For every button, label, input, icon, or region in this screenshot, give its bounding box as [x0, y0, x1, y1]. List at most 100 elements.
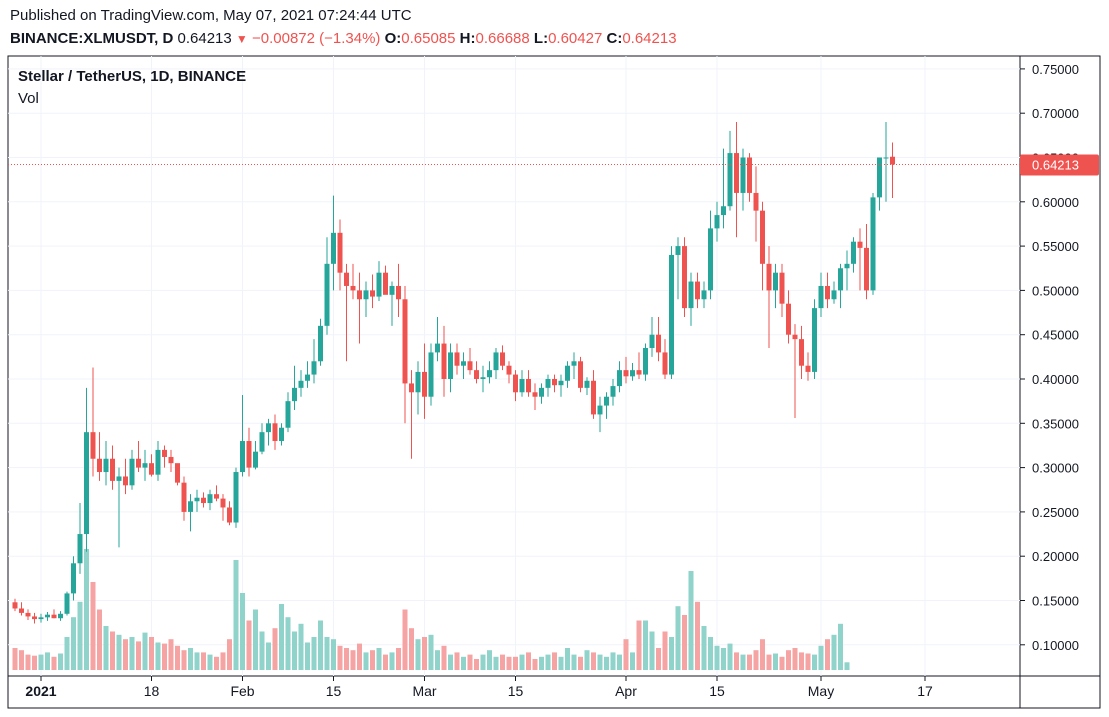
candle-body — [656, 334, 661, 353]
volume-bar — [207, 654, 213, 670]
volume-bar — [155, 642, 161, 670]
candle-body — [402, 299, 408, 384]
candle-body — [623, 370, 629, 377]
candle-body — [344, 272, 349, 286]
volume-bar — [435, 650, 440, 670]
volume-bar — [389, 652, 395, 670]
candle-body — [740, 157, 746, 193]
x-tick-label: 15 — [326, 683, 342, 699]
volume-bar — [116, 634, 122, 670]
chart-frame — [7, 55, 1101, 709]
y-tick-label: 0.45000 — [1032, 328, 1079, 343]
candle-body — [370, 290, 375, 297]
volume-bar — [773, 653, 778, 670]
candle-body — [825, 285, 830, 300]
volume-bar — [305, 642, 310, 670]
volume-bar — [298, 623, 304, 670]
candle-body — [350, 285, 356, 291]
volume-bar — [45, 652, 50, 670]
candle-body — [467, 361, 473, 371]
volume-bar — [441, 645, 447, 670]
volume-bar — [597, 654, 603, 670]
candle-body — [519, 379, 525, 393]
candle-body — [246, 441, 252, 468]
volume-bar — [240, 593, 245, 670]
candle-body — [45, 614, 50, 618]
volume-bar — [519, 654, 525, 670]
candle-body — [201, 497, 206, 504]
volume-bar — [194, 652, 200, 670]
volume-bar — [142, 632, 148, 670]
volume-bar — [584, 650, 590, 670]
volume-bar — [682, 615, 687, 670]
volume-bar — [474, 659, 479, 670]
candle-body — [259, 432, 265, 452]
volume-bar — [350, 650, 356, 670]
volume-bar — [818, 645, 824, 670]
candle-body — [682, 246, 687, 309]
volume-bar — [506, 656, 512, 670]
candle-body — [487, 370, 492, 378]
candle-body — [558, 380, 564, 386]
candle-body — [480, 377, 486, 379]
candle-body — [188, 501, 193, 512]
volume-bar — [337, 645, 343, 670]
candle-body — [610, 386, 616, 397]
y-tick-label: 0.20000 — [1032, 549, 1079, 564]
volume-bar — [376, 648, 382, 670]
candle-body — [571, 361, 577, 366]
candle-body — [149, 463, 154, 475]
candle-body — [422, 371, 427, 397]
candle-body — [818, 285, 824, 309]
legend-title: Stellar / TetherUS, 1D, BINANCE — [18, 68, 247, 85]
volume-bar — [266, 642, 271, 670]
down-triangle-icon: ▼ — [235, 32, 248, 46]
ohlc-header: BINANCE:XLMUSDT, D 0.64213 ▼ −0.00872 (−… — [10, 30, 677, 47]
volume-bar — [259, 631, 265, 670]
volume-bar — [500, 654, 505, 670]
volume-bar — [643, 620, 648, 670]
volume-bar — [565, 648, 570, 670]
candle-body — [597, 405, 603, 415]
candle-body — [129, 458, 135, 486]
candle-body — [415, 371, 421, 393]
volume-bar — [12, 648, 18, 670]
volume-bar — [396, 648, 401, 670]
volume-bar — [675, 606, 681, 670]
candle-body — [77, 534, 83, 564]
last-price: 0.64213 — [177, 30, 232, 47]
volume-bar — [552, 652, 557, 670]
candle-body — [441, 343, 447, 379]
candle-body — [662, 352, 668, 375]
y-tick-label: 0.40000 — [1032, 372, 1079, 387]
candle-body — [136, 458, 141, 468]
volume-bar — [233, 560, 239, 670]
candle-body — [84, 432, 89, 535]
volume-bar — [747, 654, 752, 670]
candle-body — [708, 228, 713, 291]
volume-bar — [324, 637, 330, 670]
candle-body — [272, 423, 278, 442]
candle-body — [51, 614, 57, 619]
candle-body — [383, 272, 388, 295]
volume-bar — [526, 652, 531, 670]
candle-body — [292, 387, 297, 402]
x-tick-label: 15 — [709, 683, 725, 699]
volume-bar — [545, 654, 551, 670]
candle-body — [454, 352, 460, 366]
x-tick-label: 17 — [917, 683, 933, 699]
volume-bar — [103, 626, 109, 670]
volume-bar — [825, 639, 830, 670]
symbol-label: BINANCE:XLMUSDT, D — [10, 30, 174, 47]
y-tick-label: 0.35000 — [1032, 416, 1079, 431]
candle-body — [337, 232, 343, 273]
volume-bar — [201, 652, 206, 670]
candle-body — [753, 192, 759, 211]
candle-body — [493, 352, 499, 371]
candle-body — [32, 616, 37, 620]
volume-bar — [279, 604, 284, 670]
volume-bar — [571, 654, 577, 670]
volume-bar — [740, 654, 746, 670]
volume-bar — [129, 637, 135, 670]
